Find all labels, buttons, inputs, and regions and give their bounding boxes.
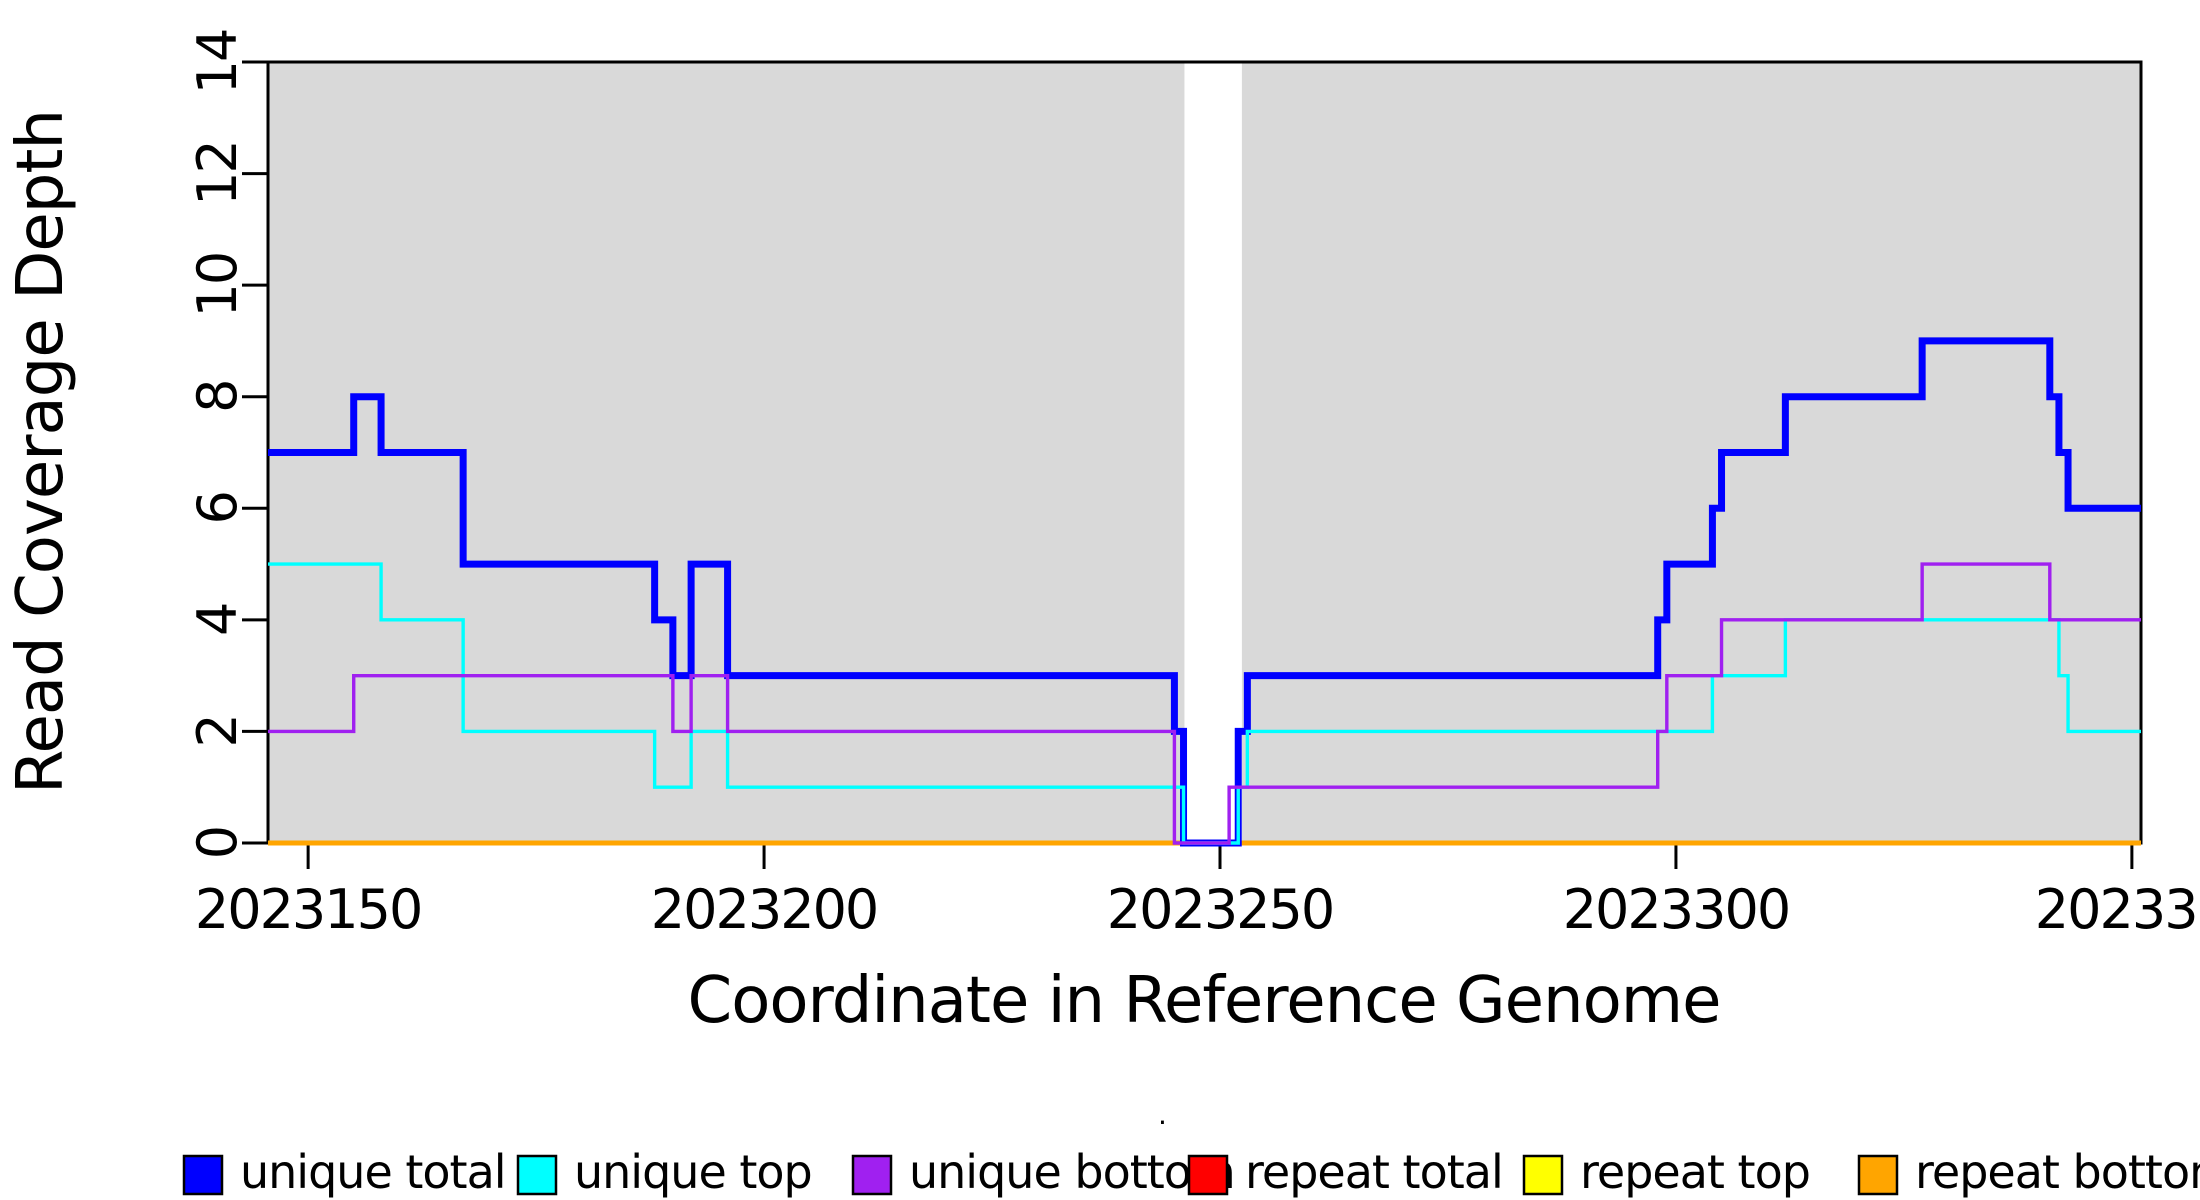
legend-label-repeat-top: repeat top — [1580, 1145, 1810, 1199]
x-tick-label: 2023200 — [651, 878, 878, 941]
legend-swatch-unique-top — [516, 1154, 558, 1196]
y-tick-label: 14 — [186, 30, 249, 95]
legend-swatch-unique-total — [182, 1154, 224, 1196]
y-tick-label: 0 — [186, 827, 249, 859]
y-tick-label: 10 — [186, 253, 249, 318]
x-tick-label: 2023300 — [1563, 878, 1790, 941]
legend-label-unique-top: unique top — [574, 1145, 812, 1199]
y-axis-title: Read Coverage Depth — [4, 110, 78, 794]
legend-label-unique-bottom: unique bottom — [909, 1145, 1235, 1199]
y-tick-label: 12 — [186, 141, 249, 206]
series-lines — [268, 337, 2141, 847]
series-line-unique-bottom — [268, 562, 2141, 845]
y-tick-label: 4 — [186, 604, 249, 636]
legend-swatch-unique-bottom — [851, 1154, 893, 1196]
x-tick-label: 2023250 — [1107, 878, 1334, 941]
x-tick-label: 2023150 — [195, 878, 422, 941]
x-tick-label: 202335 — [2035, 878, 2200, 941]
legend-swatch-repeat-total — [1187, 1154, 1229, 1196]
legend-swatch-repeat-bottom — [1857, 1154, 1899, 1196]
legend: unique total unique top unique bottom repea… — [182, 1106, 2200, 1199]
legend-swatch-repeat-top — [1522, 1154, 1564, 1196]
axis-ticks: 2023150202320020232502023300202335024681… — [186, 30, 2200, 941]
series-line-unique-total — [268, 337, 2141, 847]
legend-label-repeat-total: repeat total — [1245, 1145, 1503, 1199]
shaded-region — [1241, 62, 2141, 843]
y-tick-label: 6 — [186, 492, 249, 524]
legend-label-repeat-bottom: repeat bottom — [1915, 1145, 2200, 1199]
x-axis-title: Coordinate in Reference Genome — [688, 964, 1721, 1038]
y-tick-label: 2 — [186, 715, 249, 747]
stray-mark: · — [1158, 1106, 1167, 1139]
y-tick-label: 8 — [186, 381, 249, 413]
shaded-regions — [268, 62, 2141, 843]
legend-label-unique-total: unique total — [240, 1145, 506, 1199]
